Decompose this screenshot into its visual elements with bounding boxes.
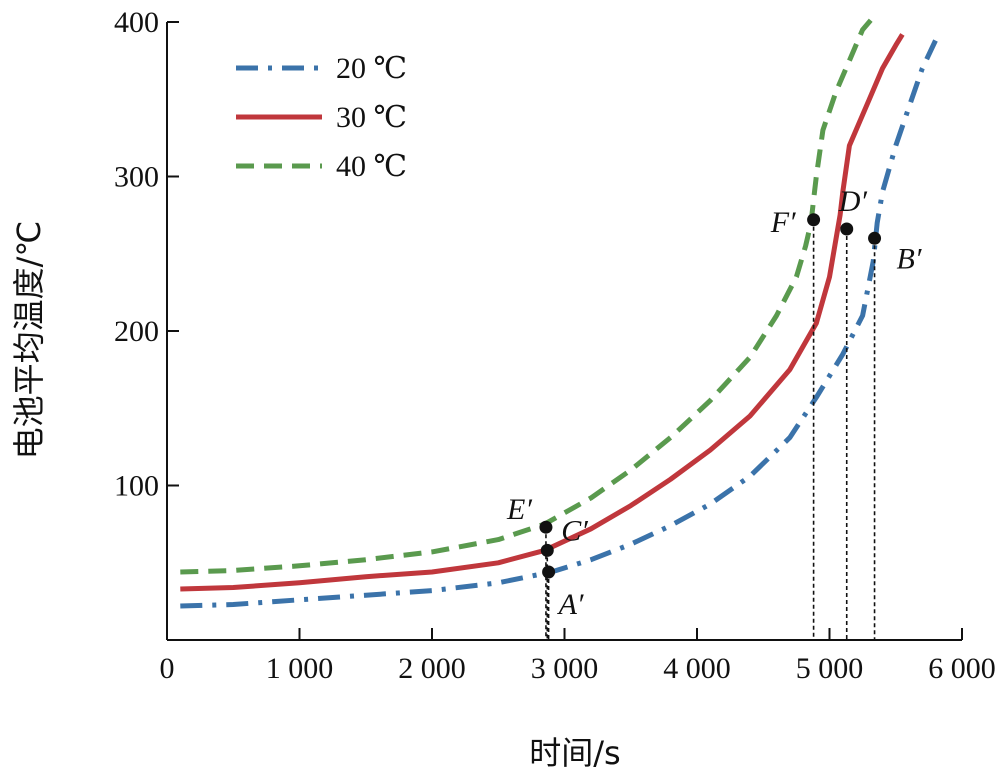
x-tick-label-6: 6 000 (928, 652, 996, 685)
point-marker-0 (542, 565, 556, 579)
point-marker-4 (539, 520, 553, 534)
point-label-2: C′ (561, 514, 588, 547)
series-line-0 (180, 39, 938, 609)
x-tick-label-5: 5 000 (796, 652, 864, 685)
plot-lines (180, 17, 938, 609)
x-axis-title: 时间/s (529, 734, 620, 772)
point-label-5: F′ (770, 206, 796, 239)
point-label-4: E′ (506, 493, 532, 526)
drop-lines (545, 219, 876, 640)
legend: 20 ℃ 30 ℃ 40 ℃ (236, 52, 407, 183)
x-tick-label-3: 3 000 (531, 652, 599, 685)
legend-label-1: 30 ℃ (336, 101, 407, 134)
y-tick-label-2: 300 (114, 161, 159, 194)
point-markers: A′ B′ C′ D′ E′ F′ (506, 185, 922, 621)
y-axis-title: 电池平均温度/℃ (10, 221, 48, 460)
y-tick-label-3: 400 (114, 6, 159, 39)
y-ticks: 100 200 300 400 (114, 6, 179, 503)
y-tick-label-0: 100 (114, 470, 159, 503)
x-tick-label-0: 0 (160, 652, 175, 685)
point-marker-5 (807, 213, 821, 227)
x-ticks: 0 1 000 2 000 3 000 4 000 5 000 6 000 (160, 628, 996, 685)
point-marker-1 (868, 231, 882, 245)
y-tick-label-1: 200 (114, 315, 159, 348)
legend-label-2: 40 ℃ (336, 150, 407, 183)
x-tick-label-1: 1 000 (266, 652, 334, 685)
point-marker-2 (540, 543, 554, 557)
point-label-3: D′ (838, 185, 868, 218)
point-label-1: B′ (897, 242, 922, 275)
series-line-2 (180, 17, 874, 575)
series-line-1 (180, 33, 905, 592)
x-tick-label-4: 4 000 (663, 652, 731, 685)
point-label-0: A′ (557, 588, 584, 621)
x-tick-label-2: 2 000 (398, 652, 466, 685)
legend-label-0: 20 ℃ (336, 52, 407, 85)
point-marker-3 (840, 222, 854, 236)
